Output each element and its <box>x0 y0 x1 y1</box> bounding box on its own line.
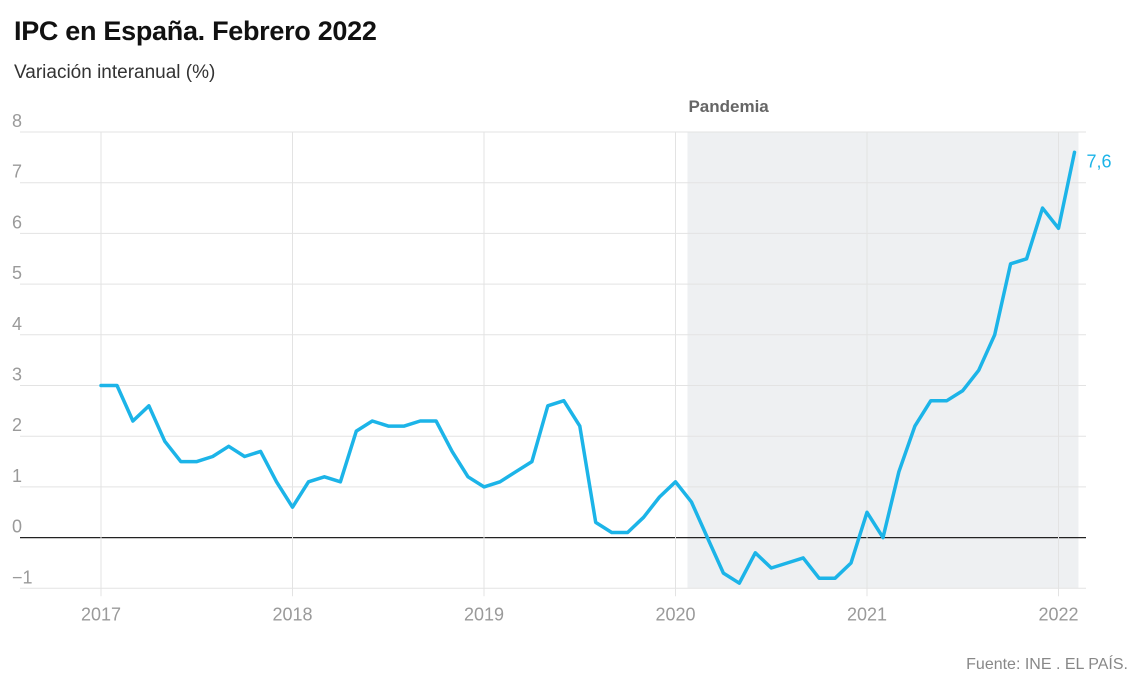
pandemic-band-label: Pandemia <box>688 97 769 116</box>
y-tick-label: 8 <box>12 111 22 131</box>
chart-subtitle: Variación interanual (%) <box>14 62 216 83</box>
y-tick-label: 0 <box>12 517 22 537</box>
line-chart: Pandemia 8 7 6 5 4 3 2 1 0 −1 2017 2018 2019 2020 2021… <box>12 97 1111 624</box>
x-tick-label: 2022 <box>1038 604 1078 624</box>
y-tick-label: 5 <box>12 263 22 283</box>
axis-label-layer: 8 7 6 5 4 3 2 1 0 −1 2017 2018 2019 2020 2021 2022 <box>12 111 1079 624</box>
y-tick-label: 1 <box>12 466 22 486</box>
series-layer: 7,6 <box>99 150 1111 585</box>
grid-layer <box>20 131 1086 597</box>
pandemic-band <box>687 132 1079 589</box>
x-tick-label: 2018 <box>272 604 312 624</box>
x-tick-label: 2021 <box>847 604 887 624</box>
pandemic-band-layer: Pandemia <box>687 97 1079 589</box>
x-tick-label: 2017 <box>81 604 121 624</box>
y-tick-label: 4 <box>12 314 22 334</box>
ipc-line <box>99 150 1077 585</box>
y-tick-label: −1 <box>12 567 33 587</box>
y-tick-label: 3 <box>12 365 22 385</box>
x-tick-label: 2019 <box>464 604 504 624</box>
y-tick-label: 2 <box>12 415 22 435</box>
y-tick-label: 6 <box>12 212 22 232</box>
y-tick-label: 7 <box>12 162 22 182</box>
end-value-label: 7,6 <box>1086 151 1111 171</box>
chart-title: IPC en España. Febrero 2022 <box>14 16 377 46</box>
source-note: Fuente: INE . EL PAÍS. <box>966 656 1128 673</box>
x-tick-label: 2020 <box>655 604 695 624</box>
